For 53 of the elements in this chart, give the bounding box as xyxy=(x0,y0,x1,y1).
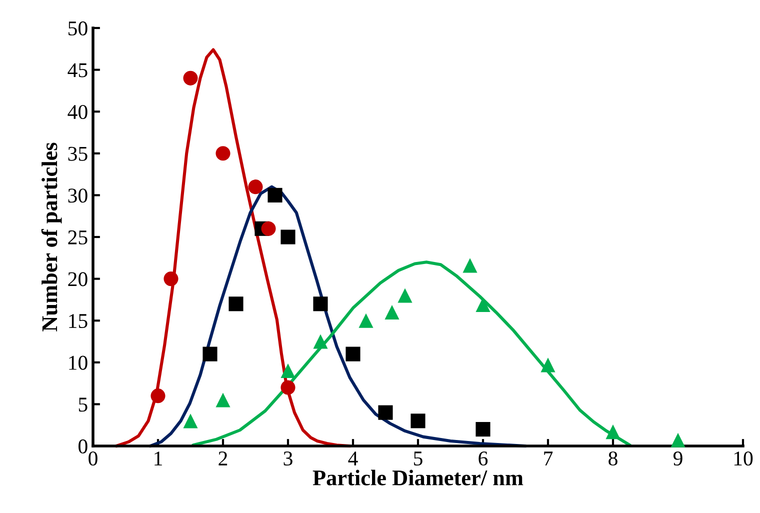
point xyxy=(378,405,393,420)
point xyxy=(313,296,328,312)
y-tick-label: 5 xyxy=(78,398,88,412)
point xyxy=(540,358,556,372)
point xyxy=(346,346,360,362)
point xyxy=(476,422,490,437)
x-tick-label: 6 xyxy=(478,452,488,466)
point xyxy=(280,380,296,395)
point xyxy=(268,188,282,202)
point xyxy=(261,221,276,236)
point xyxy=(670,432,686,448)
x-tick-label: 8 xyxy=(608,451,618,466)
y-tick-label: 10 xyxy=(69,356,88,370)
x-tick-label: 10 xyxy=(734,451,753,466)
point xyxy=(202,346,218,362)
point xyxy=(183,70,198,86)
y-axis-title: Number of particles xyxy=(41,142,62,332)
x-tick-label: 4 xyxy=(348,452,358,466)
point xyxy=(358,313,374,328)
x-tick-label: 1 xyxy=(154,452,162,466)
point xyxy=(216,392,230,408)
point xyxy=(398,288,412,303)
point xyxy=(384,304,400,320)
x-tick-label: 3 xyxy=(284,452,292,466)
y-tick-label: 35 xyxy=(68,146,88,161)
point xyxy=(606,424,620,440)
y-tick-label: 15 xyxy=(69,314,88,328)
point xyxy=(228,296,244,312)
x-axis-title: Particle Diameter/ nm xyxy=(312,470,524,486)
y-tick-label: 20 xyxy=(68,272,88,286)
x-tick-label: 0 xyxy=(88,451,98,466)
x-tick-label: 2 xyxy=(218,452,228,466)
y-tick-label: 45 xyxy=(68,63,88,78)
point xyxy=(216,146,230,161)
point xyxy=(462,258,478,273)
y-tick-label: 40 xyxy=(68,104,88,120)
x-tick-label: 7 xyxy=(544,452,553,466)
y-tick-label: 30 xyxy=(68,188,88,203)
point xyxy=(280,363,296,378)
line-series xyxy=(192,260,632,447)
point xyxy=(164,272,178,286)
point xyxy=(248,180,263,194)
point xyxy=(150,388,166,404)
point xyxy=(280,230,296,244)
point xyxy=(183,414,198,428)
y-tick-label: 0 xyxy=(78,439,88,454)
y-tick-label: 50 xyxy=(68,21,88,36)
y-tick-label: 25 xyxy=(68,230,88,244)
point xyxy=(410,414,426,428)
x-tick-label: 5 xyxy=(414,452,422,466)
x-tick-label: 9 xyxy=(673,452,682,466)
point xyxy=(313,334,328,349)
point xyxy=(476,297,490,312)
